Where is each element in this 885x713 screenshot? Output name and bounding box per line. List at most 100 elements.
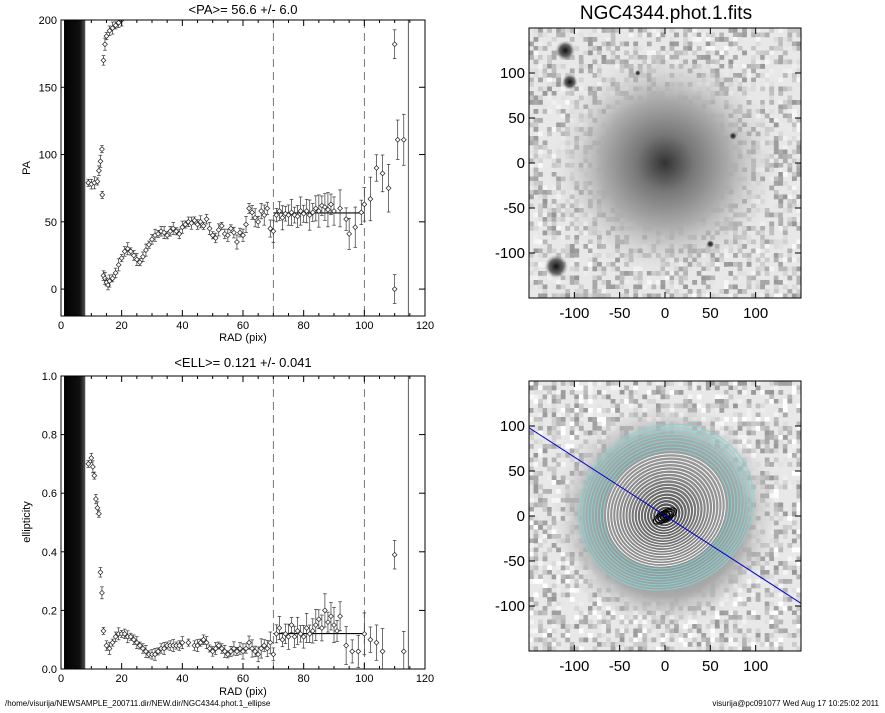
- top-img-sky-pixel: [561, 33, 566, 38]
- top-img-sky-pixel: [534, 154, 539, 159]
- bottom-img-sky-pixel: [570, 624, 575, 629]
- top-img-y-tick-label: 100: [500, 65, 525, 82]
- bottom-img-sky-pixel: [719, 633, 724, 638]
- bottom-img-sky-pixel: [534, 611, 539, 616]
- top-img-sky-pixel: [710, 276, 715, 281]
- bottom-img-sky-pixel: [534, 489, 539, 494]
- top-img-sky-pixel: [787, 204, 792, 209]
- top-img-sky-pixel: [751, 51, 756, 56]
- top-img-sky-pixel: [543, 46, 548, 51]
- bottom-img-sky-pixel: [565, 404, 570, 409]
- top-img-sky-pixel: [778, 217, 783, 222]
- top-img-sky-pixel: [588, 51, 593, 56]
- top-img-star: [544, 255, 568, 279]
- top-img-sky-pixel: [602, 55, 607, 60]
- pa-data-point: [374, 155, 379, 181]
- pa-data-point: [332, 197, 337, 225]
- top-img-sky-pixel: [534, 127, 539, 132]
- bottom-img-sky-pixel: [724, 399, 729, 404]
- top-img-sky-pixel: [606, 280, 611, 285]
- pa-data-point: [100, 191, 105, 198]
- top-img-sky-pixel: [769, 267, 774, 272]
- bottom-img-sky-pixel: [556, 620, 561, 625]
- bottom-img-sky-pixel: [556, 390, 561, 395]
- top-img-sky-pixel: [547, 132, 552, 137]
- bottom-img-sky-pixel: [529, 471, 534, 476]
- top-img-sky-pixel: [747, 64, 752, 69]
- top-img-sky-pixel: [552, 235, 557, 240]
- top-img-sky-pixel: [561, 96, 566, 101]
- top-img-sky-pixel: [787, 195, 792, 200]
- bottom-img-sky-pixel: [538, 494, 543, 499]
- top-img-sky-pixel: [783, 181, 788, 186]
- top-img-sky-pixel: [670, 37, 675, 42]
- bottom-img-sky-pixel: [543, 642, 548, 647]
- ell-point-marker: [277, 626, 282, 631]
- pa-point-marker: [392, 42, 397, 47]
- ell-y-tick-label: 0.4: [42, 547, 57, 559]
- bottom-img-sky-pixel: [701, 386, 706, 391]
- bottom-img-sky-pixel: [692, 381, 697, 386]
- top-img-sky-pixel: [774, 60, 779, 65]
- top-img-sky-pixel: [747, 69, 752, 74]
- top-img-sky-pixel: [769, 87, 774, 92]
- pa-data-point: [100, 146, 105, 153]
- top-img-sky-pixel: [538, 33, 543, 38]
- top-img-sky-pixel: [710, 280, 715, 285]
- bottom-img-sky-pixel: [670, 642, 675, 647]
- top-img-sky-pixel: [765, 235, 770, 240]
- bottom-img-sky-pixel: [747, 633, 752, 638]
- bottom-img-sky-pixel: [547, 638, 552, 643]
- top-img-sky-pixel: [792, 177, 797, 182]
- top-img-sky-pixel: [597, 28, 602, 33]
- top-img-sky-pixel: [792, 172, 797, 177]
- top-img-sky-pixel: [656, 33, 661, 38]
- top-img-sky-pixel: [547, 64, 552, 69]
- bottom-img-sky-pixel: [534, 539, 539, 544]
- bottom-img-sky-pixel: [538, 390, 543, 395]
- top-img-y-tick-label: 50: [508, 110, 525, 127]
- top-img-sky-pixel: [583, 55, 588, 60]
- top-img-sky-pixel: [674, 33, 679, 38]
- top-img-sky-pixel: [769, 69, 774, 74]
- top-img-sky-pixel: [778, 213, 783, 218]
- bottom-img-sky-pixel: [719, 642, 724, 647]
- bottom-img-sky-pixel: [765, 390, 770, 395]
- pa-point-marker: [228, 226, 233, 231]
- ell-data-point: [356, 635, 361, 667]
- top-img-sky-pixel: [543, 204, 548, 209]
- top-img-sky-pixel: [538, 96, 543, 101]
- top-img-sky-pixel: [565, 289, 570, 294]
- bottom-img-sky-pixel: [765, 588, 770, 593]
- top-img-sky-pixel: [588, 262, 593, 267]
- top-img-sky-pixel: [529, 181, 534, 186]
- top-img-sky-pixel: [543, 33, 548, 38]
- bottom-img-sky-pixel: [611, 381, 616, 386]
- top-img-sky-pixel: [792, 28, 797, 33]
- ell-data-point: [86, 460, 91, 467]
- bottom-img-sky-pixel: [688, 399, 693, 404]
- bottom-img-sky-pixel: [538, 521, 543, 526]
- bottom-img-sky-pixel: [561, 593, 566, 598]
- bottom-img-sky-pixel: [769, 633, 774, 638]
- top-img-sky-pixel: [547, 217, 552, 222]
- pa-point-marker: [116, 262, 121, 267]
- top-img-sky-pixel: [792, 217, 797, 222]
- top-img-sky-pixel: [769, 100, 774, 105]
- bottom-img-sky-pixel: [579, 404, 584, 409]
- bottom-img-sky-pixel: [769, 462, 774, 467]
- top-img-sky-pixel: [765, 73, 770, 78]
- bottom-img-sky-pixel: [588, 381, 593, 386]
- bottom-img-sky-pixel: [742, 620, 747, 625]
- bottom-img-sky-pixel: [597, 620, 602, 625]
- pa-data-point: [386, 164, 391, 212]
- top-img-sky-pixel: [756, 258, 761, 263]
- top-img-sky-pixel: [534, 51, 539, 56]
- bottom-img-sky-pixel: [556, 417, 561, 422]
- bottom-img-sky-pixel: [715, 390, 720, 395]
- top-img-sky-pixel: [778, 226, 783, 231]
- top-img-sky-pixel: [783, 37, 788, 42]
- top-img-sky-pixel: [765, 249, 770, 254]
- top-img-sky-pixel: [529, 195, 534, 200]
